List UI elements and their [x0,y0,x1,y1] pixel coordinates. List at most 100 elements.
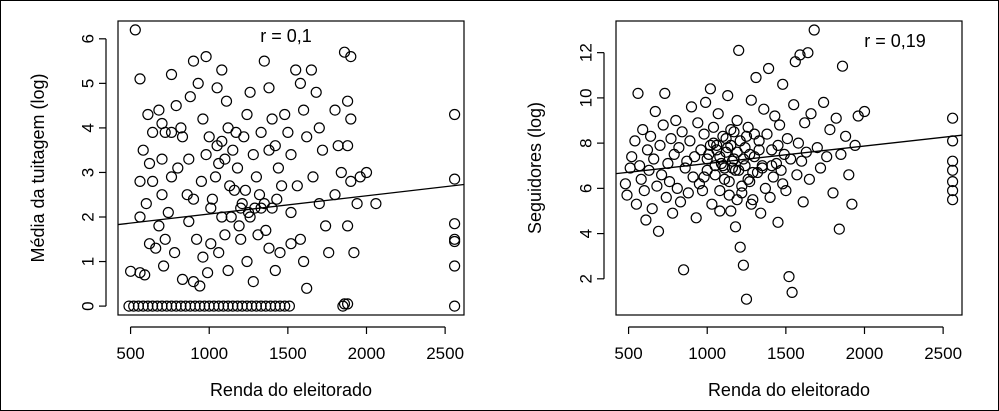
data-point [206,193,218,205]
data-point [181,189,193,201]
data-point [805,108,817,120]
data-point [835,148,847,160]
data-point [285,238,297,250]
x-tick-label: 2500 [426,344,464,363]
data-point [449,108,461,121]
data-point [222,300,234,312]
data-point [320,220,332,232]
data-point [274,300,286,312]
data-point [858,105,871,118]
data-point [283,300,295,312]
data-point [176,273,189,285]
data-point [253,189,266,201]
data-point [197,251,209,263]
data-point [271,193,283,205]
data-point [821,151,833,163]
data-point [660,191,672,203]
data-point [219,153,231,165]
y-tick-label: 6 [79,34,98,43]
data-point [123,300,135,312]
data-point [150,242,162,254]
data-point [345,50,357,63]
data-point [709,169,721,181]
data-point [266,113,278,125]
data-point [236,198,248,210]
data-point [722,89,734,102]
y-axis-title: Média da tuitagem (log) [28,73,48,262]
correlation-annotation: r = 0,1 [260,26,312,46]
data-point [728,126,740,138]
data-point [740,293,753,305]
data-point [329,189,341,201]
data-point [651,180,663,192]
y-tick-label: 4 [79,123,98,132]
data-point [209,171,222,183]
data-point [773,119,786,131]
y-tick-label: 8 [577,138,596,147]
data-point [817,96,830,109]
data-point [449,218,461,230]
data-point [725,205,737,217]
regression-line [118,183,464,226]
x-tick-label: 2000 [846,344,884,363]
data-point [731,146,743,158]
data-point [659,87,671,100]
data-point [788,99,800,111]
y-tick-label: 5 [79,79,98,88]
data-point [176,131,189,143]
data-point [329,104,341,116]
data-point [677,264,690,276]
data-point [142,108,154,121]
data-point [632,87,644,100]
data-point [165,68,178,81]
data-point [285,206,297,219]
data-point [323,247,335,259]
data-point [194,280,206,292]
data-point [272,162,284,174]
data-point [307,171,319,183]
data-point [351,198,363,210]
data-point [169,247,181,259]
data-point [723,176,735,188]
data-point [348,247,360,259]
data-point [313,198,325,210]
data-point [849,139,861,151]
data-point [946,185,959,197]
data-point [649,105,661,118]
data-point [791,169,803,181]
data-point [294,77,306,90]
data-point [946,112,959,124]
data-point [758,103,770,115]
data-point [946,176,959,188]
data-point [718,162,731,174]
scatter-panel-2: 500 1000 1500 2000 2500 2 4 6 8 10 12 Renda do elei… [525,20,963,400]
data-point [803,173,816,185]
data-point [147,175,159,187]
data-point [225,211,237,223]
data-point [269,264,281,277]
x-tick-label: 500 [614,344,642,363]
data-point [252,229,264,241]
regression-line [616,134,962,175]
data-point [761,128,773,140]
data-point [202,267,214,279]
data-point [258,55,270,67]
data-point [753,144,765,156]
data-point [282,126,294,138]
data-point [197,113,209,125]
data-point [165,126,178,138]
data-point [772,139,784,151]
data-point [679,162,691,174]
data-point [786,286,798,298]
data-point [655,169,668,181]
data-point [370,198,382,210]
x-tick-label: 1000 [688,344,726,363]
data-point [657,119,669,131]
data-point [783,271,795,283]
data-point [220,95,233,107]
data-point [244,86,256,98]
data-point [714,205,726,217]
data-point [279,300,291,312]
data-point [704,139,717,151]
data-point [241,255,253,268]
